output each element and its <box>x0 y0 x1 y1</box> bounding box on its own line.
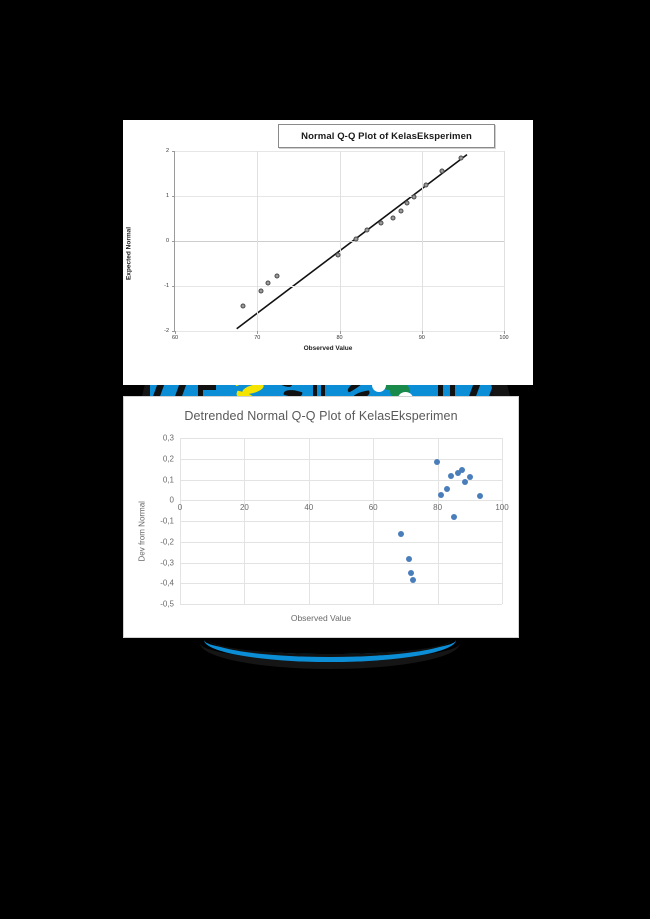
data-point <box>274 273 280 279</box>
y-axis-label: Expected Normal <box>125 226 133 281</box>
x-tick-mark <box>175 331 176 334</box>
gridline-vertical <box>373 438 375 604</box>
data-point <box>335 252 341 257</box>
gridline-horizontal <box>180 500 502 502</box>
gridline-vertical <box>502 438 503 604</box>
data-point <box>458 155 464 161</box>
gridline-vertical <box>244 438 246 604</box>
data-point <box>397 531 404 538</box>
y-tick-label: 2 <box>165 148 169 154</box>
y-tick-label: -0,1 <box>160 516 174 526</box>
y-tick-label: 0 <box>165 238 169 244</box>
data-point <box>411 194 417 200</box>
data-point <box>353 236 359 242</box>
gridline-vertical <box>339 151 341 331</box>
data-point <box>437 492 444 499</box>
data-point <box>378 220 384 226</box>
data-point <box>467 474 474 480</box>
gridline-vertical <box>257 151 259 331</box>
detrended-plot-area: 0,3 0,2 0,1 0 -0,1 -0,2 -0,3 -0,4 -0,5 0 20 40 60 80 1… <box>160 434 508 609</box>
y-tick-label: -1 <box>164 283 169 289</box>
gridline-vertical <box>437 438 439 604</box>
gridline-horizontal <box>180 583 502 585</box>
data-point <box>461 478 468 485</box>
y-tick-label: 0,1 <box>162 475 174 484</box>
chart-title: Normal Q-Q Plot of KelasEksperimen <box>301 130 472 142</box>
data-point <box>459 466 466 473</box>
data-point <box>423 182 429 188</box>
chart-title: Detrended Normal Q-Q Plot of KelasEksper… <box>184 409 458 423</box>
x-tick-mark <box>339 331 341 334</box>
y-tick-label: 0,2 <box>162 454 174 464</box>
data-point <box>410 577 417 584</box>
x-tick-label: 80 <box>336 335 343 341</box>
gridline-horizontal <box>180 562 502 564</box>
data-point <box>405 556 412 563</box>
data-point <box>408 569 415 576</box>
data-point <box>390 215 396 221</box>
gridline-horizontal <box>180 521 502 522</box>
y-tick-label: -2 <box>164 328 169 334</box>
y-tick-label: -0,4 <box>160 578 174 588</box>
y-tick-label: 0 <box>169 495 174 505</box>
y-tick-label: -0,3 <box>160 558 174 567</box>
x-tick-mark <box>421 331 423 334</box>
gridline-vertical <box>421 151 423 331</box>
gridline-horizontal <box>180 541 502 543</box>
x-tick-label: 100 <box>495 503 509 513</box>
x-tick-label: 80 <box>433 503 443 513</box>
gridline-horizontal <box>180 604 502 605</box>
data-point <box>454 470 461 477</box>
gridline-vertical <box>180 438 181 604</box>
x-tick-label: 60 <box>368 503 378 513</box>
chart-title-box: Normal Q-Q Plot of KelasEksperimen <box>278 124 495 148</box>
data-point <box>364 227 370 233</box>
y-tick-mark <box>172 196 175 197</box>
y-tick-mark <box>172 331 175 332</box>
graphic-arc-line <box>208 636 452 657</box>
y-tick-mark <box>172 151 175 152</box>
data-point <box>240 303 246 309</box>
gridline-horizontal <box>180 438 502 439</box>
x-tick-label: 20 <box>239 503 249 513</box>
x-tick-label: 90 <box>418 335 425 341</box>
y-tick-label: 0,3 <box>162 433 174 443</box>
x-tick-label: 40 <box>304 503 314 513</box>
normal-qq-chart-panel: Normal Q-Q Plot of KelasEksperimen Expec… <box>123 120 533 385</box>
x-axis-label: Observed Value <box>290 613 352 623</box>
y-tick-mark <box>172 286 175 287</box>
detrended-qq-chart-panel: Detrended Normal Q-Q Plot of KelasEksper… <box>123 396 519 638</box>
data-point <box>404 200 410 206</box>
x-tick-mark <box>257 331 259 334</box>
gridline-vertical <box>504 151 505 331</box>
graphic-arc-blue <box>204 632 456 662</box>
gridline-vertical <box>308 438 310 604</box>
gridline-horizontal <box>180 479 502 481</box>
data-point <box>433 458 440 465</box>
x-tick-label: 100 <box>499 335 509 341</box>
data-point <box>265 280 271 286</box>
y-tick-label: 1 <box>165 193 169 199</box>
data-point <box>450 513 457 520</box>
x-axis-label: Observed Value <box>303 345 353 352</box>
data-point <box>398 208 404 214</box>
y-axis-label: Dev from Normal <box>137 501 147 562</box>
x-tick-label: 0 <box>177 503 183 513</box>
x-tick-label: 60 <box>171 335 179 341</box>
data-point <box>258 288 264 293</box>
y-tick-label: -0,2 <box>160 537 174 547</box>
x-tick-label: 70 <box>254 335 261 341</box>
data-point <box>439 168 445 174</box>
data-point <box>443 485 450 492</box>
y-tick-mark <box>172 241 175 242</box>
qq-plot-area: 2 1 0 -1 -2 60 70 80 90 100 <box>164 148 508 341</box>
x-tick-mark <box>504 331 505 334</box>
gridline-horizontal <box>180 458 502 460</box>
data-point <box>448 473 455 480</box>
y-tick-label: -0,5 <box>160 599 174 609</box>
data-point <box>477 493 484 500</box>
graphic-arc-shadow <box>200 634 460 669</box>
